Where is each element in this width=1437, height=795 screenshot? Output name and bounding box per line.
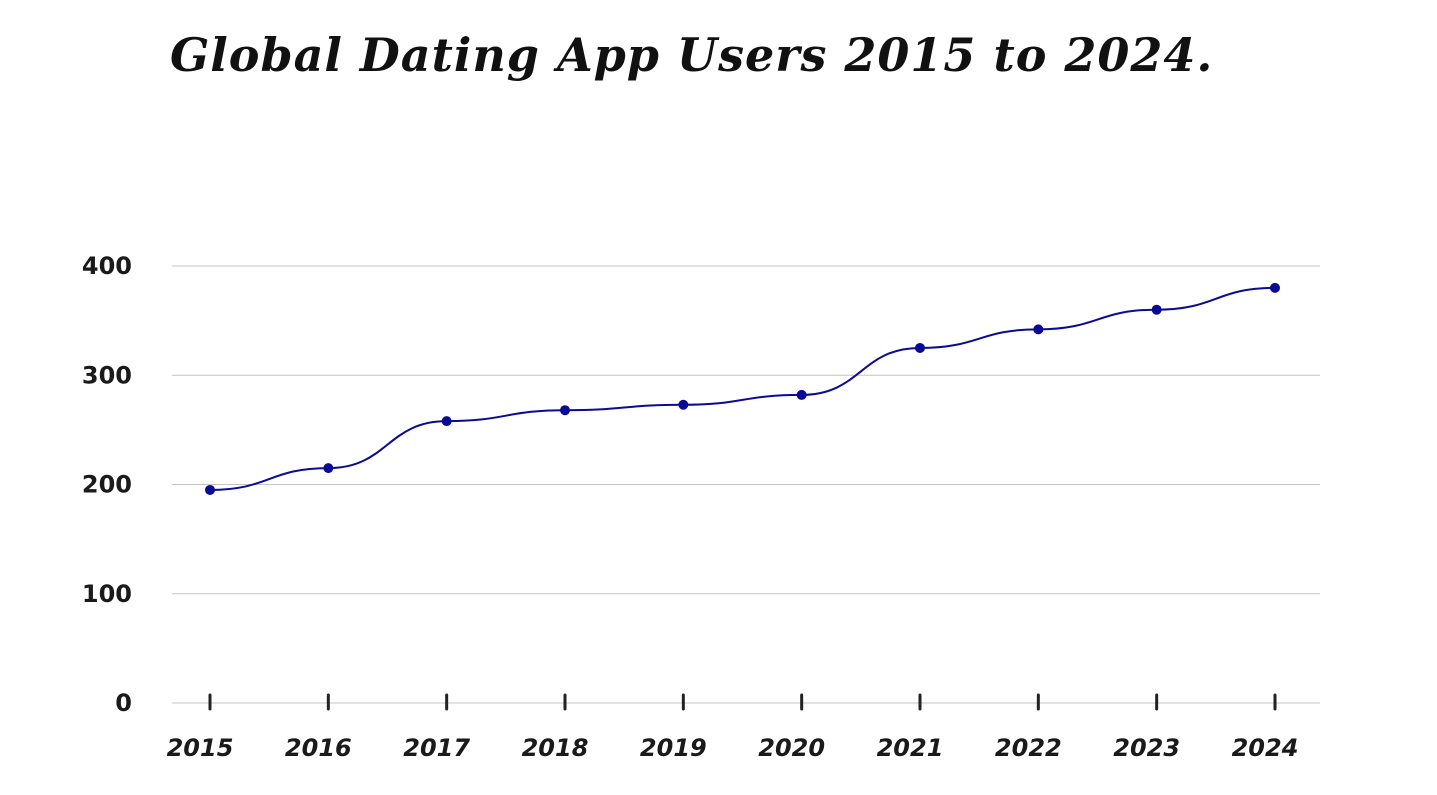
data-points (205, 282, 1280, 495)
x-tick-label: 2020 (758, 734, 825, 762)
x-tick-label: 2022 (995, 734, 1062, 762)
y-tick-label: 0 (115, 689, 132, 717)
y-tick-label: 200 (82, 471, 132, 499)
data-point (323, 463, 334, 474)
y-tick-label: 300 (82, 361, 132, 389)
x-tick-label: 2017 (403, 734, 470, 762)
x-tick-label: 2019 (640, 734, 707, 762)
data-point (441, 416, 452, 427)
x-axis (208, 693, 1277, 711)
series-line-layer (209, 286, 1276, 491)
x-tick-label: 2015 (167, 734, 234, 762)
x-tick-label: 2016 (285, 734, 352, 762)
x-tick-label: 2023 (1113, 734, 1180, 762)
x-axis-labels: 2015 2016 2017 2018 2019 2020 2021 2022 2023 2024 (167, 734, 1299, 762)
data-point (1270, 282, 1280, 293)
x-tick-label: 2018 (522, 734, 589, 762)
data-point (205, 484, 215, 495)
series-line (209, 286, 1276, 491)
data-point (1151, 304, 1162, 315)
y-axis-labels: 0 100 200 300 400 (82, 252, 132, 717)
data-point (796, 389, 807, 400)
data-point (915, 342, 925, 353)
chart-title: Global Dating App Users 2015 to 2024. (170, 28, 1214, 82)
gridlines (172, 265, 1320, 704)
x-tick-label: 2024 (1232, 734, 1299, 762)
data-point (678, 399, 689, 410)
data-point (1033, 324, 1044, 335)
y-tick-label: 100 (82, 580, 132, 608)
data-point (560, 405, 570, 416)
x-tick-label: 2021 (877, 734, 944, 762)
y-tick-label: 400 (82, 252, 132, 280)
